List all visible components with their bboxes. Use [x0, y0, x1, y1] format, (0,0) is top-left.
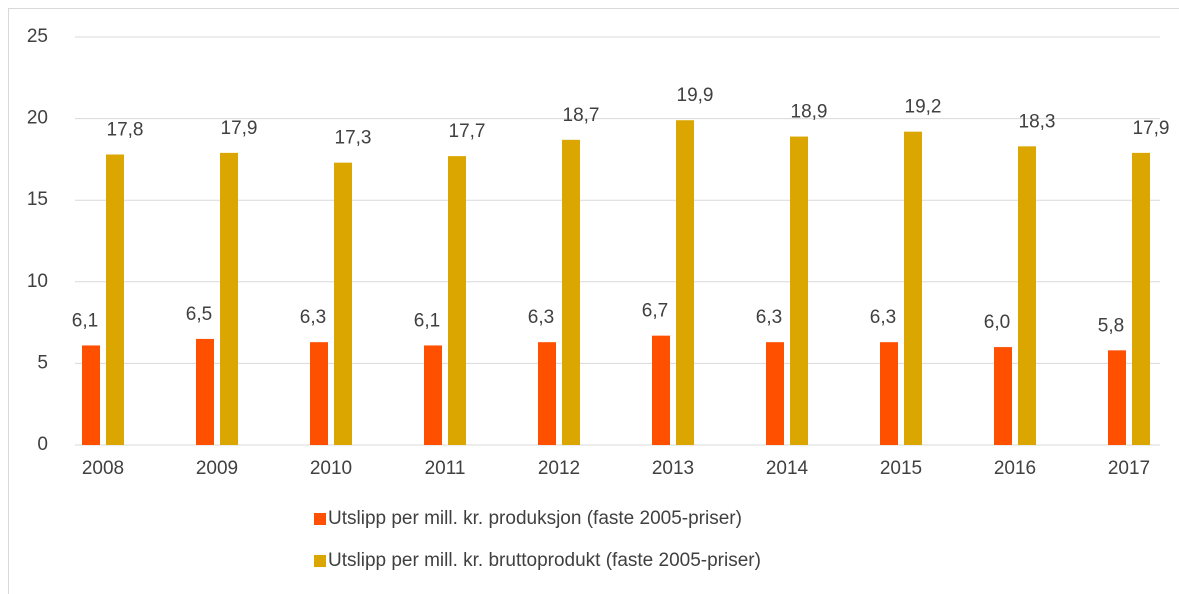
- y-tick-label: 15: [27, 189, 48, 210]
- legend-label: Utslipp per mill. kr. produksjon (faste …: [328, 508, 742, 529]
- bar: [538, 342, 556, 445]
- value-label: 17,9: [221, 118, 258, 139]
- x-tick-label: 2017: [1108, 458, 1150, 479]
- x-tick-label: 2010: [310, 458, 352, 479]
- value-label: 6,0: [984, 312, 1010, 333]
- bar: [106, 154, 124, 445]
- bar: [1018, 146, 1036, 445]
- legend-swatch: [314, 513, 326, 525]
- value-label: 18,3: [1019, 111, 1056, 132]
- y-tick-label: 10: [27, 271, 48, 292]
- bar: [904, 131, 922, 445]
- bar: [880, 342, 898, 445]
- value-label: 6,3: [870, 307, 896, 328]
- bar: [790, 136, 808, 445]
- value-label: 6,5: [186, 304, 212, 325]
- value-label: 6,1: [72, 310, 98, 331]
- value-label: 17,8: [107, 120, 144, 141]
- bar: [424, 345, 442, 445]
- x-tick-label: 2016: [994, 458, 1036, 479]
- bar: [1132, 152, 1150, 445]
- value-label: 17,3: [335, 128, 372, 149]
- value-label: 18,7: [563, 105, 600, 126]
- y-tick-label: 5: [37, 352, 48, 373]
- value-label: 17,9: [1133, 118, 1170, 139]
- bar: [676, 120, 694, 446]
- value-label: 19,2: [905, 97, 942, 118]
- value-label: 6,3: [300, 307, 326, 328]
- bar: [1108, 350, 1126, 445]
- x-tick-label: 2009: [196, 458, 238, 479]
- x-tick-label: 2011: [425, 458, 466, 479]
- bar: [562, 139, 580, 446]
- x-tick-label: 2008: [82, 458, 124, 479]
- value-label: 5,8: [1098, 315, 1124, 336]
- y-tick-label: 20: [27, 108, 48, 129]
- legend-swatch: [314, 555, 326, 567]
- x-tick-label: 2015: [880, 458, 922, 479]
- bar: [652, 335, 670, 445]
- bar: [196, 338, 214, 445]
- x-tick-label: 2012: [538, 458, 580, 479]
- bar: [766, 342, 784, 445]
- bar: [82, 345, 100, 445]
- legend-label: Utslipp per mill. kr. bruttoprodukt (fas…: [328, 550, 761, 571]
- bar: [994, 347, 1012, 445]
- x-tick-label: 2013: [652, 458, 694, 479]
- y-tick-label: 0: [37, 434, 48, 455]
- x-tick-label: 2014: [766, 458, 809, 479]
- value-label: 6,3: [756, 307, 782, 328]
- chart-frame: [8, 8, 1179, 594]
- value-label: 6,1: [414, 310, 440, 331]
- bar: [334, 162, 352, 445]
- value-label: 19,9: [677, 85, 714, 106]
- bar: [220, 152, 238, 445]
- value-label: 18,9: [791, 102, 828, 123]
- value-label: 6,3: [528, 307, 554, 328]
- value-label: 17,7: [449, 121, 486, 142]
- y-tick-label: 25: [27, 26, 48, 47]
- bar: [448, 156, 466, 446]
- bar: [310, 342, 328, 445]
- value-label: 6,7: [642, 301, 668, 322]
